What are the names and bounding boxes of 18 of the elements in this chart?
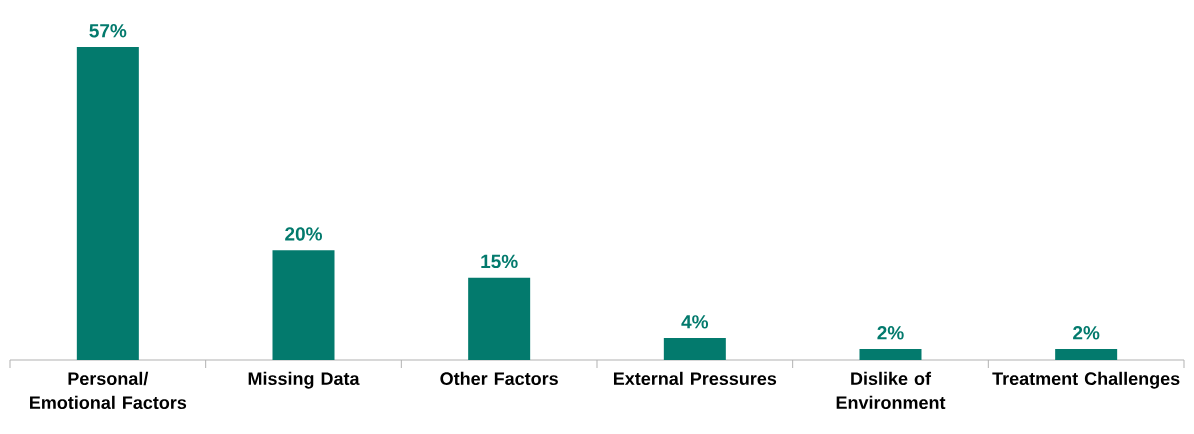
- data-label: 20%: [285, 227, 322, 241]
- data-label: 2%: [877, 326, 904, 340]
- bar: [859, 349, 922, 360]
- data-label: 57%: [89, 24, 127, 38]
- bar: [468, 277, 531, 360]
- bar: [76, 47, 139, 360]
- data-label: 4%: [681, 315, 709, 329]
- x-tick-label: Other Factors: [440, 371, 558, 386]
- x-tick-label: Missing Data: [248, 371, 360, 389]
- x-tick-label: Personal/ Emotional Factors: [30, 371, 187, 410]
- x-tick-label: Dislike of Environment: [836, 371, 946, 410]
- bar: [663, 338, 726, 360]
- x-tick-label: External Pressures: [613, 371, 777, 386]
- bar: [1055, 349, 1118, 360]
- x-tick-label: Treatment Challenges: [992, 371, 1180, 389]
- bar: [272, 250, 335, 360]
- data-label: 15%: [481, 254, 518, 269]
- data-label: 2%: [1073, 326, 1100, 340]
